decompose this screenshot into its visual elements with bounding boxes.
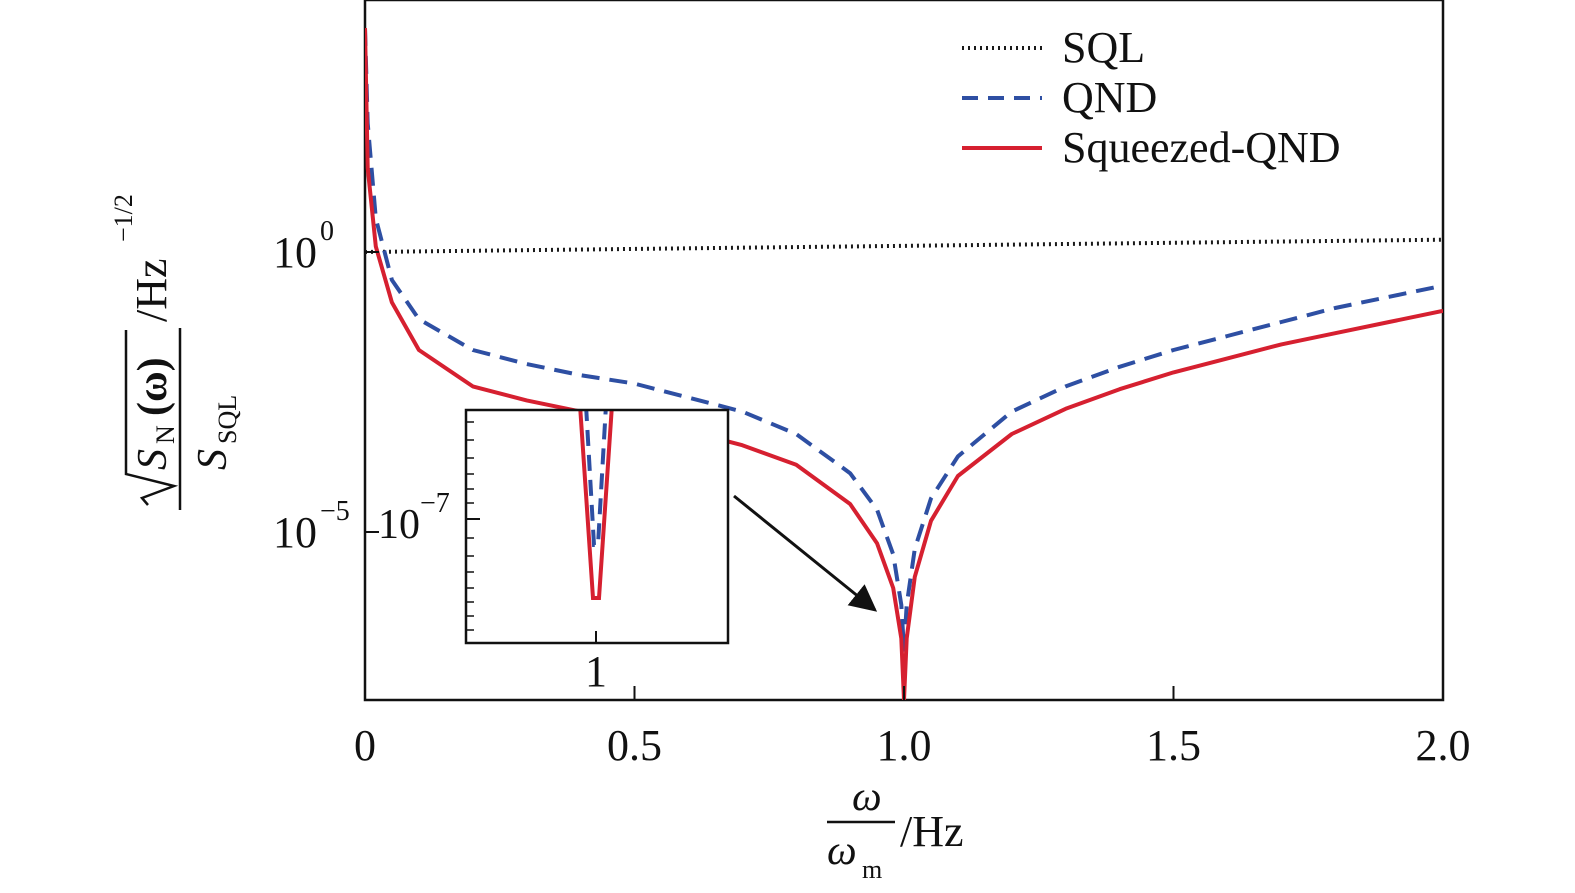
y-tick-label-exponent: −5 — [320, 496, 350, 527]
inset-minor-ticks — [466, 421, 474, 631]
y-axis-label: S N (ω) S SQL /Hz −1/2 — [109, 194, 242, 510]
y-axis-ticks: 10 010 −5 — [273, 216, 379, 557]
legend-label-qnd: QND — [1062, 73, 1157, 122]
inset-xtick-label: 1 — [585, 647, 607, 696]
x-tick-label: 0.5 — [607, 721, 662, 770]
series-line-squeezed-qnd — [365, 27, 1443, 700]
inset-series — [578, 410, 614, 600]
inset-background — [466, 410, 728, 643]
x-label-denominator-subscript: m — [862, 855, 882, 884]
x-axis-label: ω ω m /Hz — [827, 774, 964, 884]
y-tick-label-base: 10 — [273, 228, 317, 277]
y-label-num-subscript: N — [151, 425, 180, 444]
series-line-qnd — [365, 27, 1443, 652]
x-label-numerator: ω — [852, 774, 882, 820]
y-label-num-symbol: S — [130, 449, 176, 470]
inset-qnd-line — [584, 410, 608, 547]
y-tick-label-base: 10 — [273, 508, 317, 557]
series-layer — [365, 27, 1443, 700]
inset-ytick-exponent: −7 — [420, 488, 450, 519]
x-tick-label: 2.0 — [1416, 721, 1471, 770]
legend-label-sql: SQL — [1062, 23, 1145, 72]
inset-ytick-base: 10 — [378, 502, 420, 548]
y-label-den-subscript: SQL — [213, 395, 242, 444]
x-tick-label: 1.5 — [1146, 721, 1201, 770]
annotation-arrow — [733, 494, 878, 612]
inset: 10 −7 1 — [378, 408, 730, 696]
x-tick-label: 0 — [354, 721, 376, 770]
x-label-denominator: ω — [827, 828, 857, 874]
sqrt-sign-icon — [124, 330, 179, 506]
inset-squeezed-qnd-line — [578, 410, 614, 600]
x-tick-label: 1.0 — [877, 721, 932, 770]
legend: SQL QND Squeezed-QND — [962, 23, 1341, 172]
x-label-unit: /Hz — [900, 807, 964, 856]
y-label-num-arg: (ω) — [130, 357, 176, 416]
legend-label-squeezed-qnd: Squeezed-QND — [1062, 123, 1341, 172]
x-axis-ticks: 0 0.5 1.0 1.5 2.0 — [354, 686, 1471, 770]
series-line-sql — [365, 237, 1443, 254]
y-label-unit: /Hz — [127, 258, 176, 322]
y-label-unit-exponent: −1/2 — [109, 194, 138, 242]
y-tick-label-exponent: 0 — [320, 216, 334, 247]
y-label-den-symbol: S — [190, 449, 236, 470]
inset-frame — [464, 408, 730, 645]
